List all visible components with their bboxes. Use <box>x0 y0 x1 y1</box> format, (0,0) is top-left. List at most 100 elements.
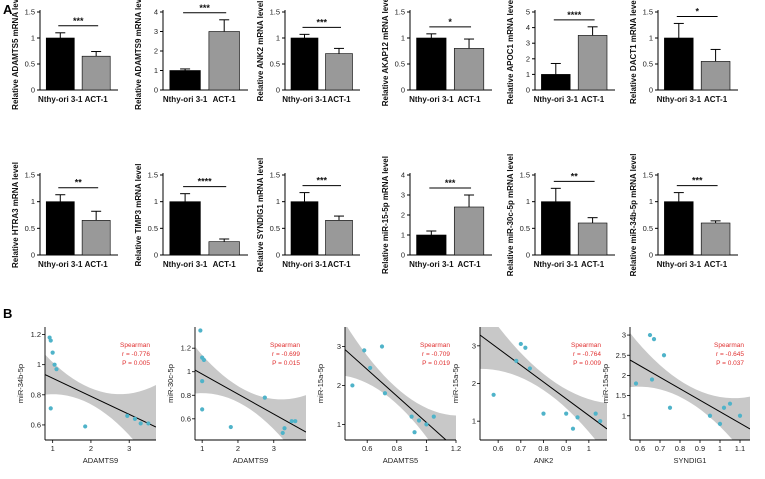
y-tick-label: 1 <box>154 197 158 206</box>
confidence-band <box>480 327 607 440</box>
y-tick-label: 0.5 <box>520 224 530 233</box>
y-tick-label: 4 <box>154 8 158 17</box>
x-category-label: ACT-1 <box>213 95 237 104</box>
bar-act <box>325 53 353 91</box>
y-tick-label: 0.5 <box>395 60 405 69</box>
spearman-title: Spearman <box>270 342 300 349</box>
data-point <box>350 383 355 388</box>
y-tick-label: 1.2 <box>181 344 191 353</box>
data-point <box>527 366 532 371</box>
y-axis-label: Relative SYNDIG1 mRNA level <box>256 158 265 272</box>
significance-label: **** <box>198 177 213 187</box>
y-tick-label: 0 <box>154 86 158 95</box>
spearman-p: P = 0.037 <box>716 360 744 367</box>
bar-control <box>416 234 447 256</box>
y-tick-label: 0.6 <box>181 414 191 423</box>
scatter-plot-4: 0.6 0.7 0.8 0.9 1 1 2 3 ANK2 miR-15a-5p Spearman r … <box>451 327 607 465</box>
y-axis-label: Relative APOC1 mRNA level <box>506 0 515 104</box>
data-point <box>409 414 414 419</box>
y-tick-label: 1 <box>337 420 341 429</box>
bar-act <box>577 222 608 256</box>
data-point <box>50 350 55 355</box>
y-tick-label: 1.5 <box>270 8 280 17</box>
y-tick-label: 3 <box>526 39 530 48</box>
regression-line <box>45 374 156 428</box>
y-tick-label: 3 <box>622 331 626 340</box>
significance-label: * <box>695 6 699 16</box>
x-category-label: Nthy-ori 3-1 <box>163 95 208 104</box>
bar-control <box>290 37 319 91</box>
data-point <box>198 328 203 333</box>
y-tick-label: 0 <box>276 86 280 95</box>
y-tick-label: 1.2 <box>31 330 41 339</box>
y-tick-label: 0 <box>526 251 530 260</box>
significance-label: ** <box>571 171 579 181</box>
y-tick-label: 1.5 <box>395 8 405 17</box>
bar-chart-10: 0 1 2 3 4 Nthy-ori 3-1 ACT-1 *** Relative miR-15… <box>381 156 492 274</box>
x-category-label: ACT-1 <box>85 260 109 269</box>
y-axis-label: Relative miR-34b-5p mRNA level <box>629 154 638 277</box>
y-tick-label: 2 <box>401 211 405 220</box>
data-point <box>633 381 639 386</box>
y-tick-label: 4 <box>401 171 405 180</box>
bar-chart-4: 0 0.5 1 1.5 Nthy-ori 3-1 ACT-1 * Relative AKAP1… <box>381 0 492 106</box>
x-tick-label: 0.6 <box>493 444 503 453</box>
x-category-label: ACT-1 <box>704 260 728 269</box>
y-tick-label: 4 <box>526 23 530 32</box>
bar-act <box>700 61 731 91</box>
y-tick-label: 1 <box>37 360 41 369</box>
spearman-p: P = 0.019 <box>422 360 450 367</box>
x-category-label: ACT-1 <box>327 260 351 269</box>
x-category-label: ACT-1 <box>85 95 109 104</box>
significance-label: *** <box>316 17 327 27</box>
x-category-label: Nthy-ori 3-1 <box>282 260 327 269</box>
bar-act <box>700 222 731 256</box>
data-point <box>737 413 743 418</box>
y-tick-label: 1 <box>649 34 653 43</box>
x-tick-label: 0.8 <box>538 444 548 453</box>
data-point <box>379 344 385 349</box>
y-tick-label: 0.8 <box>181 391 191 400</box>
regression-line <box>630 359 750 430</box>
significance-label: *** <box>445 178 456 188</box>
regression-line <box>195 369 306 433</box>
x-category-label: ACT-1 <box>457 95 481 104</box>
data-point <box>598 419 603 424</box>
significance-label: * <box>448 17 452 27</box>
bar-control <box>169 70 201 91</box>
x-category-label: ACT-1 <box>213 260 237 269</box>
data-point <box>293 419 298 424</box>
data-point <box>593 411 598 416</box>
y-axis-label: Relative ANK2 mRNA level <box>256 1 265 102</box>
spearman-r: r = -0.709 <box>422 351 450 358</box>
x-category-label: ACT-1 <box>457 260 481 269</box>
x-tick-label: 3 <box>127 444 131 453</box>
y-tick-label: 3 <box>154 27 158 36</box>
scatter-plot-3: 0.6 0.8 1 1.2 1 2 3 ADAMTS5 miR-15a-5p Spearman r … <box>316 327 461 465</box>
data-point <box>651 337 657 342</box>
bar-chart-7: 0 0.5 1 1.5 Nthy-ori 3-1 ACT-1 ** Relative HTRA… <box>11 162 118 269</box>
y-tick-label: 0.5 <box>25 224 35 233</box>
x-category-label: ACT-1 <box>327 95 351 104</box>
spearman-r: r = -0.699 <box>272 351 300 358</box>
bar-control <box>45 37 75 91</box>
y-tick-label: 1.5 <box>643 8 653 17</box>
y-tick-label: 1 <box>622 411 626 420</box>
x-category-label: Nthy-ori 3-1 <box>282 95 327 104</box>
y-axis-label: Relative AKAP12 mRNA level <box>381 0 390 106</box>
y-axis-label: Relative miR-30c-5p mRNA level <box>506 154 515 276</box>
y-tick-label: 1.5 <box>270 171 280 180</box>
spearman-p: P = 0.005 <box>122 360 150 367</box>
y-axis-label: Relative HTRA3 mRNA level <box>11 162 20 268</box>
x-category-label: Nthy-ori 3-1 <box>163 260 208 269</box>
y-axis-label: Relative ADAMTS5 mRNA level <box>11 0 20 110</box>
data-point <box>382 391 388 396</box>
y-axis-label: miR-15a-5p <box>316 364 325 403</box>
data-point <box>228 424 233 430</box>
y-tick-label: 0.5 <box>148 224 158 233</box>
y-axis-label: miR-34b-5p <box>16 364 25 403</box>
bar-control <box>45 201 75 256</box>
data-point <box>146 421 151 426</box>
data-point <box>262 395 267 400</box>
data-point <box>54 367 59 372</box>
